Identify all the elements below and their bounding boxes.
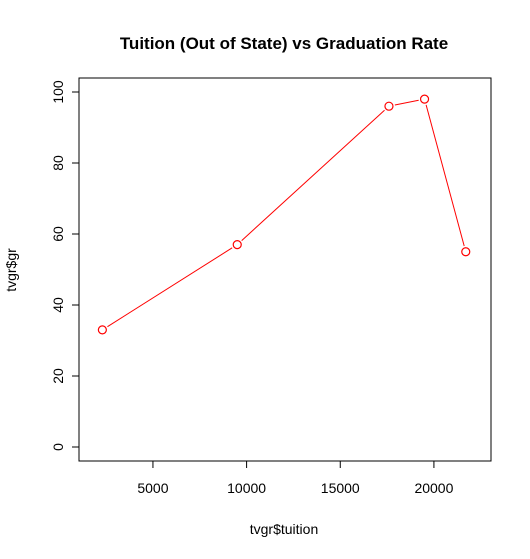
x-axis: 5000 10000 15000 20000 [137,461,453,496]
series-line-segment [107,248,232,327]
series-line-segment [395,100,419,105]
plot-frame [79,78,491,461]
y-tick-label: 0 [50,443,66,451]
x-tick-label: 10000 [227,480,266,496]
x-tick-label: 20000 [414,480,453,496]
y-axis-label: tvgr$gr [3,248,19,292]
x-tick-label: 5000 [137,480,168,496]
y-tick-label: 60 [50,226,66,242]
chart-title: Tuition (Out of State) vs Graduation Rat… [120,34,448,53]
data-point [98,326,106,334]
y-tick-label: 40 [50,297,66,313]
data-point [421,95,429,103]
data-point [385,102,393,110]
y-tick-label: 20 [50,368,66,384]
y-axis: 0 20 40 60 80 100 [50,80,79,451]
series-layer [98,95,469,334]
y-tick-label: 80 [50,155,66,171]
x-tick-label: 15000 [321,480,360,496]
y-tick-label: 100 [50,80,66,104]
series-line-segment [426,105,464,246]
data-point [462,248,470,256]
data-point [233,241,241,249]
x-axis-label: tvgr$tuition [250,521,318,537]
series-line-segment [242,110,385,240]
